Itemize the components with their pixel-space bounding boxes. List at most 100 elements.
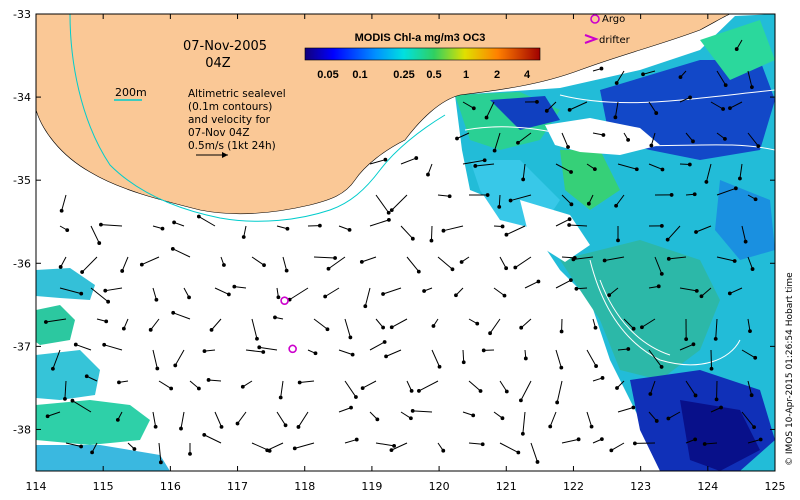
velocity-arrow-head — [569, 278, 573, 283]
velocity-arrow-head — [471, 413, 476, 418]
velocity-arrow-head — [709, 366, 714, 371]
drifter-legend-icon — [584, 34, 599, 44]
velocity-arrow-head — [632, 441, 637, 446]
velocity-arrow-head — [535, 460, 540, 464]
velocity-arrow — [64, 380, 67, 399]
velocity-arrow — [294, 442, 315, 449]
velocity-arrow — [400, 411, 412, 419]
velocity-arrow — [747, 439, 761, 444]
velocity-arrow-head — [99, 222, 103, 227]
velocity-arrow — [344, 380, 357, 398]
velocity-arrow-head — [389, 448, 394, 453]
velocity-arrow-head — [694, 289, 699, 293]
velocity-arrow-head — [276, 295, 281, 300]
velocity-arrow-head — [450, 267, 455, 272]
velocity-arrow — [515, 256, 532, 268]
velocity-arrow-head — [226, 292, 231, 297]
x-tick-label: 118 — [294, 480, 315, 493]
velocity-arrow — [729, 287, 743, 294]
velocity-arrow — [510, 194, 532, 202]
velocity-arrow — [214, 411, 222, 428]
velocity-arrow-head — [473, 164, 478, 168]
velocity-arrow-head — [283, 423, 288, 428]
velocity-arrow — [172, 248, 191, 258]
velocity-arrow-head — [79, 291, 84, 296]
velocity-arrow-head — [90, 450, 94, 455]
velocity-arrow-head — [65, 228, 70, 233]
description-line-3: and velocity for — [188, 114, 271, 126]
velocity-arrow — [152, 411, 157, 427]
velocity-arrow-head — [586, 201, 591, 206]
velocity-arrow — [617, 407, 634, 413]
velocity-arrow — [298, 411, 309, 428]
velocity-arrow — [189, 380, 200, 389]
argo-float-marker — [280, 296, 289, 305]
velocity-arrow — [362, 380, 377, 389]
velocity-arrow-head — [284, 268, 289, 273]
velocity-arrow — [437, 194, 450, 197]
drifter-legend-label: drifter — [599, 35, 631, 46]
velocity-arrow-head — [594, 364, 598, 368]
scale-arrow — [196, 152, 228, 158]
velocity-arrow — [561, 438, 579, 444]
velocity-arrow-head — [383, 157, 388, 162]
velocity-arrow-head — [160, 226, 165, 231]
velocity-arrow — [556, 380, 563, 403]
velocity-arrow-head — [666, 256, 671, 261]
velocity-arrow-head — [414, 156, 419, 160]
velocity-arrow-head — [659, 223, 664, 228]
velocity-arrow — [616, 70, 625, 84]
velocity-arrow-head — [461, 360, 466, 365]
velocity-arrow-head — [154, 297, 159, 302]
velocity-arrow-head — [600, 376, 605, 380]
velocity-arrow-head — [656, 284, 661, 289]
velocity-arrow-head — [732, 259, 737, 263]
velocity-arrow — [493, 287, 505, 297]
velocity-arrow-head — [132, 447, 137, 451]
velocity-arrow-head — [488, 331, 492, 336]
velocity-arrow-head — [325, 327, 330, 332]
velocity-arrow — [716, 70, 727, 86]
velocity-arrow — [150, 318, 160, 331]
velocity-arrow-head — [634, 167, 639, 172]
velocity-arrow-head — [520, 431, 525, 436]
velocity-arrow-head — [429, 238, 434, 243]
velocity-arrow-head — [104, 319, 109, 324]
velocity-arrow — [486, 101, 495, 118]
coastline — [36, 14, 731, 215]
velocity-arrow-head — [669, 193, 674, 197]
velocity-arrow-head — [659, 271, 664, 276]
velocity-arrow — [158, 442, 162, 463]
velocity-arrow — [524, 281, 539, 289]
velocity-arrow-head — [360, 386, 365, 391]
velocity-arrow-head — [492, 148, 497, 153]
velocity-arrow-head — [265, 448, 270, 453]
velocity-arrow-head — [589, 424, 594, 429]
velocity-arrow — [121, 256, 129, 272]
velocity-arrow — [437, 256, 453, 270]
velocity-arrow — [72, 400, 92, 413]
velocity-arrow — [506, 225, 526, 236]
velocity-arrow — [468, 380, 481, 392]
velocity-arrow-head — [441, 448, 446, 453]
velocity-arrow — [499, 380, 508, 392]
velocity-arrow — [701, 287, 712, 297]
velocity-arrow-head — [386, 210, 391, 215]
velocity-arrow-head — [437, 364, 442, 369]
velocity-arrow-head — [480, 442, 485, 447]
velocity-arrow-head — [567, 107, 572, 112]
velocity-arrow — [623, 318, 634, 330]
velocity-arrow — [462, 349, 465, 363]
velocity-arrow-head — [569, 202, 574, 207]
velocity-arrow — [611, 442, 625, 451]
x-tick-label: 120 — [429, 480, 450, 493]
velocity-arrow-head — [513, 265, 518, 270]
velocity-arrow-head — [51, 366, 55, 371]
velocity-arrow — [391, 194, 408, 211]
velocity-arrow-head — [347, 227, 352, 232]
velocity-arrow — [361, 256, 377, 263]
map-time: 04Z — [205, 56, 231, 71]
velocity-arrow — [180, 411, 185, 429]
velocity-arrow-head — [257, 345, 262, 350]
y-tick-label: -37 — [13, 340, 31, 353]
